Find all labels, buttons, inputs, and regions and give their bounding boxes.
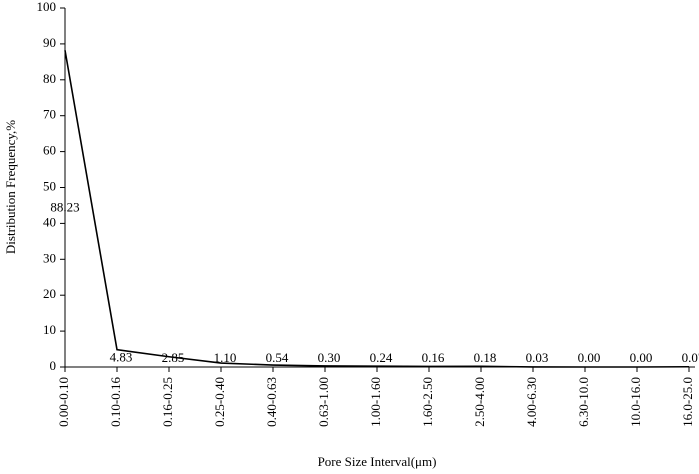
x-tick-label: 6.30-10.0 bbox=[576, 377, 591, 427]
y-tick-label: 90 bbox=[43, 35, 56, 50]
data-label: 88.23 bbox=[50, 200, 79, 215]
data-label: 0.07 bbox=[682, 350, 699, 365]
y-tick-label: 60 bbox=[43, 143, 56, 158]
data-label: 1.10 bbox=[214, 350, 237, 365]
x-tick-label: 2.50-4.00 bbox=[472, 377, 487, 427]
x-tick-label: 16.0-25.0 bbox=[680, 377, 695, 427]
data-line bbox=[64, 50, 690, 368]
y-tick-label: 20 bbox=[43, 286, 56, 301]
data-label: 0.00 bbox=[630, 350, 653, 365]
x-tick-label: 4.00-6.30 bbox=[524, 377, 539, 427]
y-axis-title: Distribution Frequency,% bbox=[3, 120, 18, 254]
x-tick-label: 0.16-0.25 bbox=[160, 377, 175, 427]
y-tick-label: 0 bbox=[50, 358, 57, 373]
x-tick-label: 1.60-2.50 bbox=[420, 377, 435, 427]
x-tick-label: 10.0-16.0 bbox=[628, 377, 643, 427]
y-tick-label: 50 bbox=[43, 178, 56, 193]
data-label: 0.30 bbox=[318, 350, 341, 365]
data-label: 4.83 bbox=[110, 349, 133, 364]
data-label: 0.00 bbox=[578, 350, 601, 365]
data-label: 0.18 bbox=[474, 350, 497, 365]
y-tick-label: 80 bbox=[43, 71, 56, 86]
x-axis-title: Pore Size Interval(μm) bbox=[318, 454, 437, 469]
x-tick-label: 0.40-0.63 bbox=[264, 377, 279, 427]
y-tick-label: 30 bbox=[43, 250, 56, 265]
y-tick-label: 40 bbox=[43, 214, 56, 229]
x-tick-label: 0.63-1.00 bbox=[316, 377, 331, 427]
y-tick-label: 100 bbox=[37, 0, 57, 14]
data-label: 2.85 bbox=[162, 350, 185, 365]
y-tick-label: 10 bbox=[43, 322, 56, 337]
x-tick-label: 0.10-0.16 bbox=[108, 377, 123, 427]
data-label: 0.03 bbox=[526, 350, 549, 365]
data-label: 0.54 bbox=[266, 350, 289, 365]
y-tick-label: 70 bbox=[43, 107, 56, 122]
x-tick-label: 0.25-0.40 bbox=[212, 377, 227, 427]
data-label: 0.16 bbox=[422, 350, 445, 365]
x-tick-label: 0.00-0.10 bbox=[56, 377, 71, 427]
x-tick-label: 1.00-1.60 bbox=[368, 377, 383, 427]
data-label: 0.24 bbox=[370, 350, 393, 365]
